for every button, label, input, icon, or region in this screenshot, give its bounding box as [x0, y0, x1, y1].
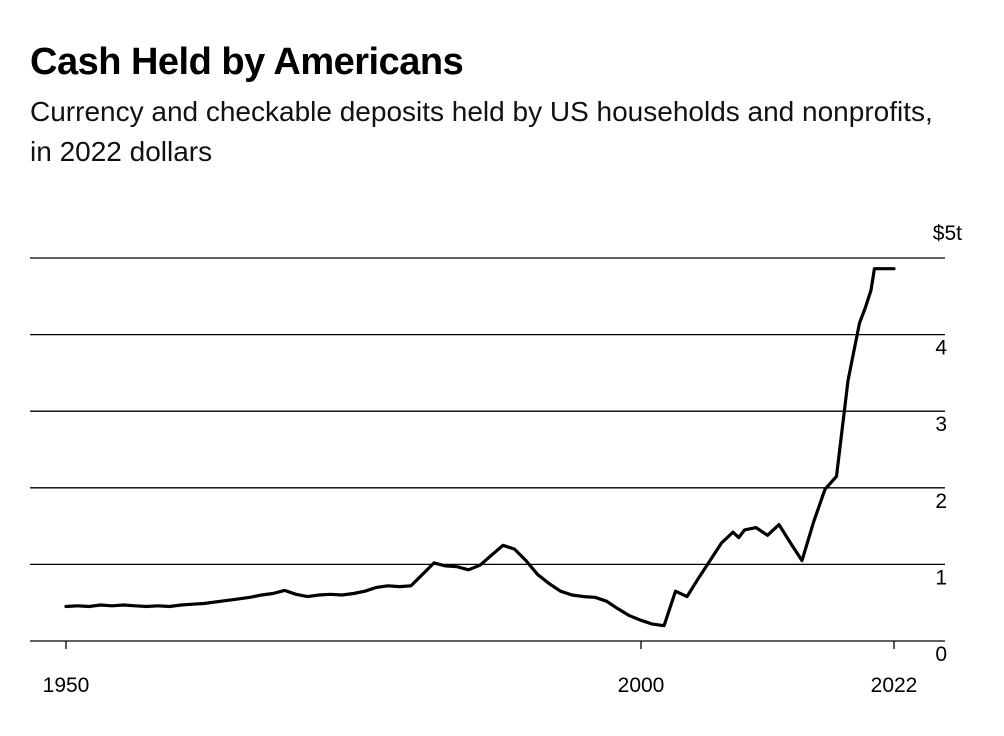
chart-title: Cash Held by Americans [30, 41, 464, 83]
x-tick-label: 1950 [43, 674, 90, 697]
y-tick-label: 2 [935, 490, 947, 513]
y-tick-label: 3 [935, 413, 947, 436]
y-tick-label: 4 [935, 337, 947, 360]
series-line [64, 267, 896, 628]
x-tick-label: 2000 [618, 674, 665, 697]
gridlines [30, 257, 945, 642]
y-axis-ticks: 0 1 2 3 4 $5t [933, 222, 962, 666]
y-tick-label: $5t [933, 222, 962, 245]
x-axis-ticks: 1950 2000 2022 [43, 641, 918, 697]
y-tick-label: 1 [935, 566, 947, 589]
y-tick-label: 0 [935, 643, 947, 666]
chart-subtitle: Currency and checkable deposits held by … [30, 96, 933, 167]
series-layer [64, 267, 896, 628]
x-tick-label: 2022 [871, 674, 918, 697]
